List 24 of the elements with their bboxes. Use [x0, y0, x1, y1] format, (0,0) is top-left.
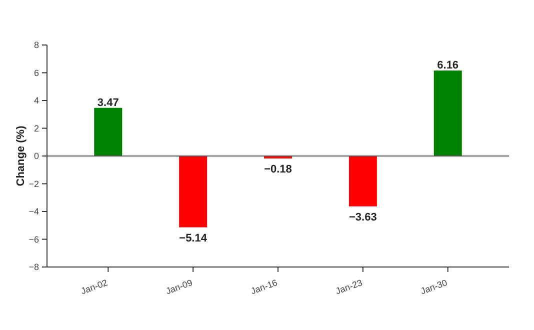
y-tick-label: 2	[34, 123, 39, 134]
x-tick-label: Jan-09	[164, 277, 194, 296]
y-tick-label: 8	[34, 40, 39, 50]
bar	[434, 70, 462, 156]
data-label: −5.14	[179, 232, 208, 244]
data-label: 6.16	[437, 60, 459, 72]
data-label: 3.47	[97, 96, 119, 109]
y-tick-label: −4	[28, 206, 39, 217]
data-label: −0.18	[264, 163, 292, 176]
y-axis-title: Change (%)	[15, 125, 27, 186]
bar	[179, 156, 208, 228]
y-tick-label: 4	[34, 96, 39, 106]
x-tick-label: Jan-23	[334, 277, 364, 296]
y-tick-label: 0	[34, 151, 39, 162]
x-tick-label: Jan-30	[419, 277, 449, 296]
y-tick-label: −6	[28, 234, 39, 244]
data-label: −3.63	[349, 211, 377, 224]
y-tick-label: −8	[28, 262, 39, 272]
bar	[94, 108, 122, 156]
y-tick-label: 6	[34, 68, 39, 78]
bar	[348, 156, 377, 206]
x-tick-label: Jan-16	[249, 277, 279, 296]
y-tick-label: −2	[28, 178, 39, 189]
x-tick-label: Jan-02	[80, 277, 109, 296]
